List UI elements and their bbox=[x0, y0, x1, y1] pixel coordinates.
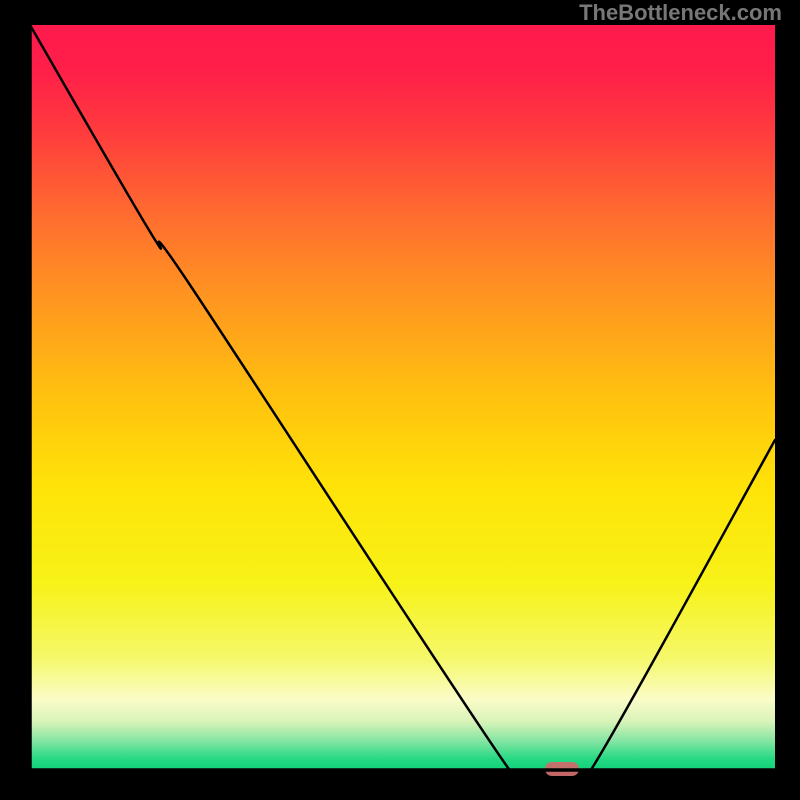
bottleneck-chart bbox=[0, 0, 800, 800]
gradient-background bbox=[30, 25, 775, 770]
